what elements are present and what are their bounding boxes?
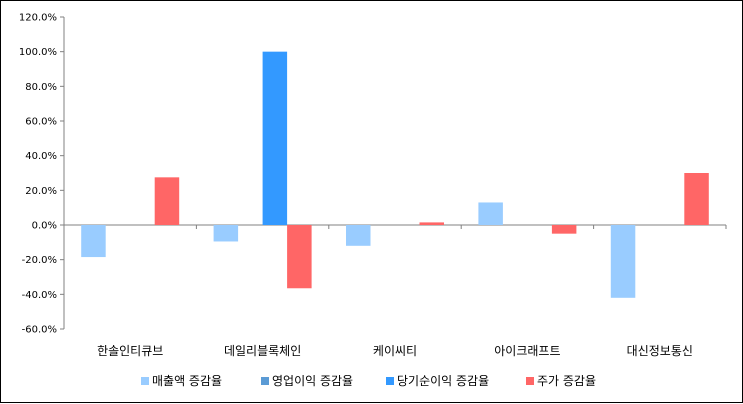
legend-swatch [141, 377, 149, 385]
category-label: 케이씨티 [373, 344, 417, 358]
y-tick-label: -60.0% [22, 325, 57, 336]
bar-1-2 [213, 225, 239, 242]
legend-swatch [386, 377, 394, 385]
category-label: 데일리블록체인 [224, 344, 301, 358]
legend-label: 주가 증감율 [537, 374, 596, 388]
y-tick-label: 20.0% [25, 186, 57, 197]
y-tick-labels: 120.0% 100.0% 80.0% 60.0% 40.0% 20.0% 0.0% -20.… [19, 13, 57, 336]
legend-label: 당기순이익 증감율 [397, 374, 489, 388]
bar-1-1 [81, 225, 106, 258]
chart-bars [81, 51, 709, 298]
legend-swatch [261, 377, 269, 385]
y-tick-label: -20.0% [22, 255, 57, 266]
y-tick-label: 100.0% [19, 47, 57, 58]
bar-4-2 [287, 225, 312, 289]
category-labels: 한솔인티큐브 데일리블록체인 케이씨티 아이크래프트 대신정보통신 [97, 344, 693, 358]
bar-4-4 [551, 225, 577, 234]
bar-4-1 [154, 177, 180, 225]
category-label: 한솔인티큐브 [97, 344, 163, 358]
y-tick-label: 40.0% [25, 151, 57, 162]
category-label: 대신정보통신 [627, 344, 693, 358]
y-tick-label: 80.0% [25, 82, 57, 93]
bar-3-2 [262, 51, 288, 225]
legend-label: 매출액 증감율 [152, 374, 222, 388]
bar-1-4 [478, 202, 503, 225]
bar-1-5 [610, 225, 636, 298]
chart-legend: 매출액 증감율 영업이익 증감율 당기순이익 증감율 주가 증감율 [141, 374, 596, 388]
y-tick-label: 60.0% [25, 117, 57, 128]
y-tick-label: 120.0% [19, 13, 57, 24]
legend-label: 영업이익 증감율 [272, 374, 353, 388]
legend-swatch [526, 377, 534, 385]
y-tick-label: -40.0% [22, 290, 57, 301]
y-tick-label: 0.0% [32, 221, 57, 232]
bar-4-3 [419, 222, 444, 225]
bar-1-3 [346, 225, 371, 246]
bar-4-5 [684, 173, 709, 225]
category-label: 아이크래프트 [494, 344, 560, 358]
